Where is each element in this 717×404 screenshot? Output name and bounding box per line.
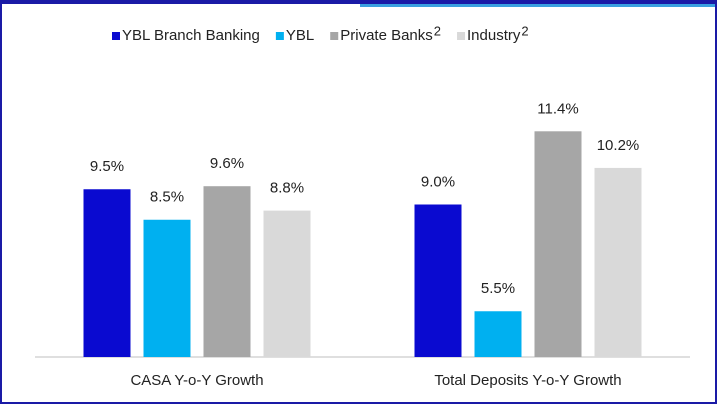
legend-note: 2 <box>434 23 441 38</box>
value-label: 8.8% <box>270 180 304 197</box>
bar <box>414 204 462 357</box>
value-label: 5.5% <box>481 280 515 297</box>
legend-label: YBL <box>286 27 314 44</box>
legend-marker <box>457 32 466 40</box>
value-label: 11.4% <box>537 100 578 117</box>
bar <box>203 186 251 357</box>
top-strip <box>360 4 715 7</box>
legend-marker <box>275 32 284 40</box>
bar <box>474 311 522 357</box>
bar <box>263 210 311 357</box>
value-label: 9.6% <box>210 155 244 172</box>
value-label: 9.0% <box>421 173 455 190</box>
bar <box>83 189 131 357</box>
bar <box>534 131 582 357</box>
legend-marker <box>330 32 339 40</box>
value-label: 8.5% <box>150 189 184 206</box>
bar <box>143 219 191 357</box>
legend-label: YBL Branch Banking <box>122 27 260 44</box>
value-label: 10.2% <box>597 137 640 154</box>
x-tick-label: CASA Y-o-Y Growth <box>130 372 263 389</box>
x-tick-label: Total Deposits Y-o-Y Growth <box>434 372 621 389</box>
legend-label: Private Banks <box>340 27 433 44</box>
value-label: 9.5% <box>90 158 124 175</box>
legend-label: Industry <box>467 27 521 44</box>
legend-marker <box>112 32 120 40</box>
top-band <box>0 0 717 4</box>
legend-note: 2 <box>521 23 528 38</box>
bar <box>594 167 642 357</box>
